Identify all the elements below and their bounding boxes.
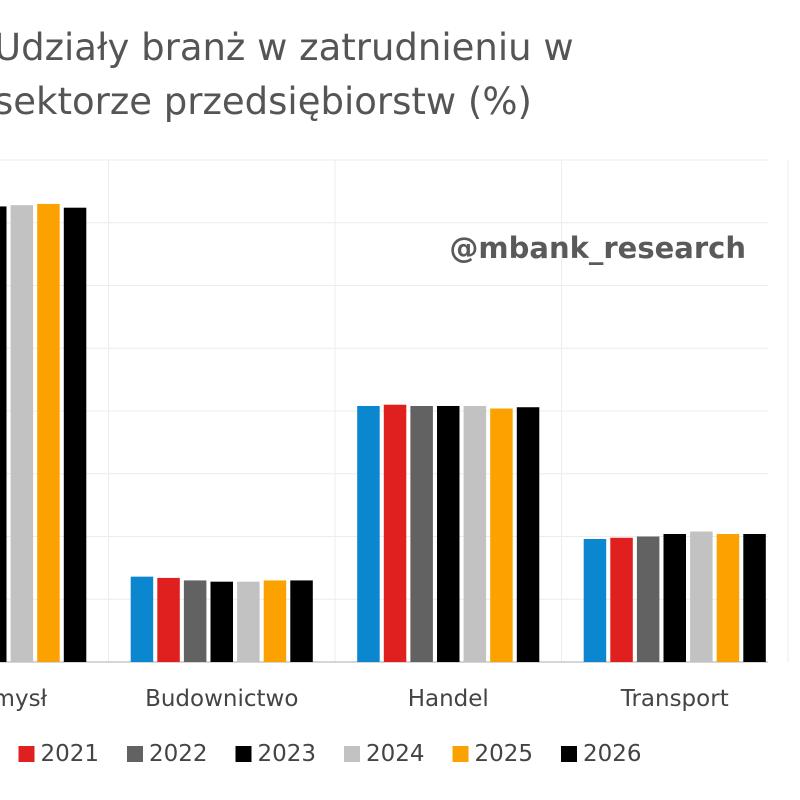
legend-label: 2026: [583, 741, 642, 767]
bar: [263, 580, 287, 662]
bars: [0, 203, 766, 663]
bar: [583, 539, 607, 662]
legend-swatch: [127, 746, 143, 762]
category-labels: Przemysł Budownictwo Handel Transport: [0, 686, 729, 712]
bar: [516, 407, 540, 662]
legend-swatch: [235, 746, 252, 762]
bar: [130, 576, 154, 662]
bar: [410, 405, 433, 662]
bar: [37, 203, 60, 663]
bar: [663, 533, 686, 662]
bar: [463, 405, 487, 662]
category-label: Budownictwo: [145, 686, 298, 712]
watermark-label: @mbank_research: [449, 231, 746, 265]
bar: [157, 577, 180, 662]
legend-swatch: [561, 746, 577, 762]
bar: [716, 533, 740, 662]
bar: [290, 580, 313, 662]
bar: [690, 531, 713, 662]
legend: 2020202120222023202420252026: [18, 741, 642, 767]
bar: [383, 404, 407, 662]
bar: [636, 536, 660, 662]
chart-title-line-2: sektorze przedsiębiorstw (%): [0, 80, 532, 123]
legend-swatch: [18, 746, 35, 762]
bar: [0, 206, 7, 662]
legend-label: 2021: [41, 741, 100, 767]
legend-label: 2022: [149, 741, 208, 767]
bar: [437, 405, 460, 662]
bar: [237, 581, 260, 662]
bar: [183, 580, 207, 662]
bar: [610, 537, 633, 662]
bar: [210, 581, 233, 662]
bar: [357, 405, 380, 662]
bar: [743, 533, 766, 662]
bar: [490, 408, 513, 662]
legend-swatch: [344, 746, 360, 762]
category-label: Przemysł: [0, 686, 48, 712]
chart-title-line-1: Udziały branż w zatrudnieniu w: [0, 26, 574, 69]
bar: [10, 205, 34, 662]
bar: [63, 207, 87, 662]
legend-label: 2024: [366, 741, 425, 767]
legend-swatch: [452, 746, 469, 762]
legend-label: 2025: [475, 741, 534, 767]
category-label: Handel: [408, 686, 489, 712]
legend-label: 2023: [258, 741, 317, 767]
category-label: Transport: [620, 686, 729, 712]
